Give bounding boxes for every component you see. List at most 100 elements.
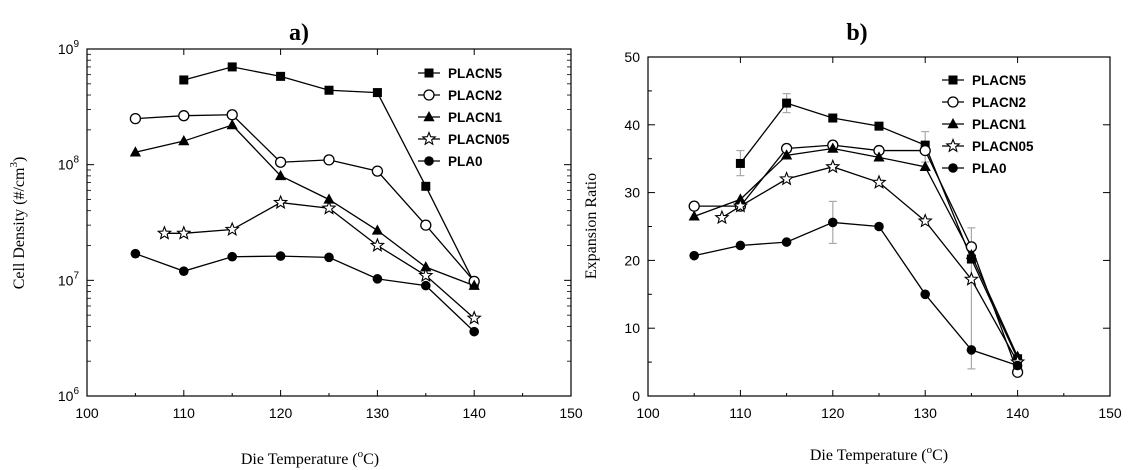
panel-b-x-tick-label: 110 [729,405,752,421]
data-point-placn1 [323,193,335,204]
panel-a-x-axis-label: Die Temperature (oC) [241,448,379,468]
data-point-placn1 [226,119,238,130]
series-line-placn05 [164,201,475,319]
data-point-placn1 [688,210,700,221]
data-point-placn1 [965,248,977,260]
data-point-pla0 [227,251,237,262]
data-point-pla0 [130,248,141,259]
data-point-placn5 [421,181,431,191]
data-point-placn05 [156,225,173,240]
panel-b-legend: PLACN5 PLACN2 PLACN1 PLACN05 PLA0 [942,73,1034,176]
data-point-placn1 [129,146,141,157]
series-line-pla0 [694,221,1018,367]
series-line-placn2 [694,144,1019,373]
legend-label-pla0: PLA0 [972,161,1007,176]
legend-marker-pla0 [424,156,434,166]
legend-label-pla0: PLA0 [448,154,483,169]
data-point-pla0 [469,326,480,337]
panel-a: a) 100 110 120 130 140 150 106 107 108 109 PLACN5… [8,20,583,468]
data-point-placn5 [179,75,189,85]
data-point-placn5 [782,98,792,108]
legend-marker-placn2 [423,89,435,101]
data-point-placn2 [688,200,700,212]
data-point-placn05 [917,213,933,228]
data-point-pla0 [372,274,383,284]
data-point-placn05 [466,310,482,325]
panel-a-y-tick-label: 107 [58,270,80,288]
data-point-placn05 [825,158,841,174]
series-line-placn05 [721,166,1019,363]
data-point-placn2 [371,165,384,177]
panel-a-x-tick-label: 120 [269,405,293,421]
panel-b-title: b) [846,20,867,46]
data-point-placn5 [874,121,884,131]
data-point-pla0 [828,217,838,228]
data-point-placn2 [323,154,335,166]
legend-label-placn5: PLACN5 [972,73,1026,88]
data-point-pla0 [275,251,286,261]
data-point-placn1 [420,261,432,272]
panel-a-series-lines [135,66,475,333]
legend-label-placn05: PLACN05 [448,132,510,147]
data-point-pla0 [966,345,977,355]
series-line-placn2 [135,114,475,282]
legend-marker-placn1 [947,118,959,129]
legend-marker-placn1 [423,111,435,122]
data-point-pla0 [1012,360,1023,371]
legend-marker-placn5 [948,75,958,85]
legend-label-placn5: PLACN5 [448,66,502,81]
panel-b-x-tick-label: 150 [1098,405,1122,421]
data-point-placn2 [420,219,432,231]
panel-a-y-axis-label: Cell Density (#/cm3) [8,157,28,290]
data-point-pla0 [179,266,189,276]
data-point-pla0 [781,237,792,247]
series-line-placn1 [693,147,1019,357]
data-point-placn5 [372,88,382,98]
series-line-pla0 [135,253,475,333]
panel-b-ticks: 100 110 120 130 140 150 0 10 20 30 40 50 [624,49,1121,421]
data-point-placn1 [919,160,931,172]
panel-a-y-tick-label: 106 [58,386,80,404]
panel-b-y-tick-label: 0 [632,388,640,404]
data-point-pla0 [421,280,431,291]
data-point-placn5 [227,62,237,72]
panel-b-x-tick-label: 140 [1006,405,1030,421]
panel-a-x-tick-label: 100 [75,405,99,421]
panel-b-y-tick-label: 10 [624,320,640,336]
legend-marker-placn2 [947,96,959,108]
panel-a-legend: PLACN5 PLACN2 PLACN1 PLACN05 PLA0 [418,66,510,169]
panel-b-x-tick-label: 120 [821,405,845,421]
data-point-placn2 [919,144,931,157]
legend-label-placn05: PLACN05 [972,139,1034,154]
data-point-placn05 [778,171,795,186]
data-point-placn05 [714,209,730,225]
data-point-placn5 [276,71,286,81]
data-point-pla0 [735,240,746,251]
panel-b-y-axis-label: Expansion Ratio [583,173,600,279]
data-point-placn1 [275,169,287,181]
panel-b-y-tick-label: 20 [624,252,640,268]
data-point-pla0 [874,221,884,232]
legend-label-placn1: PLACN1 [448,110,502,125]
panel-b-y-tick-label: 30 [624,185,640,201]
panel-a-markers [129,62,482,337]
data-point-pla0 [920,289,930,300]
data-point-placn05 [224,221,240,237]
data-point-pla0 [689,250,699,261]
panel-a-y-tick-label: 109 [58,39,80,57]
series-line-placn1 [135,124,475,287]
legend-marker-placn05 [945,137,961,153]
legend-marker-placn05 [421,130,437,146]
data-point-placn1 [781,149,793,160]
data-point-placn1 [468,279,480,290]
panel-b-error-bars [736,93,976,370]
data-point-placn05 [418,267,434,283]
data-point-placn2 [226,109,238,121]
data-point-placn2 [178,110,190,122]
data-point-pla0 [324,252,334,263]
legend-label-placn2: PLACN2 [448,88,502,103]
panel-a-x-tick-label: 140 [463,405,487,421]
panel-b-x-tick-label: 130 [914,405,938,421]
data-point-placn1 [827,142,839,153]
